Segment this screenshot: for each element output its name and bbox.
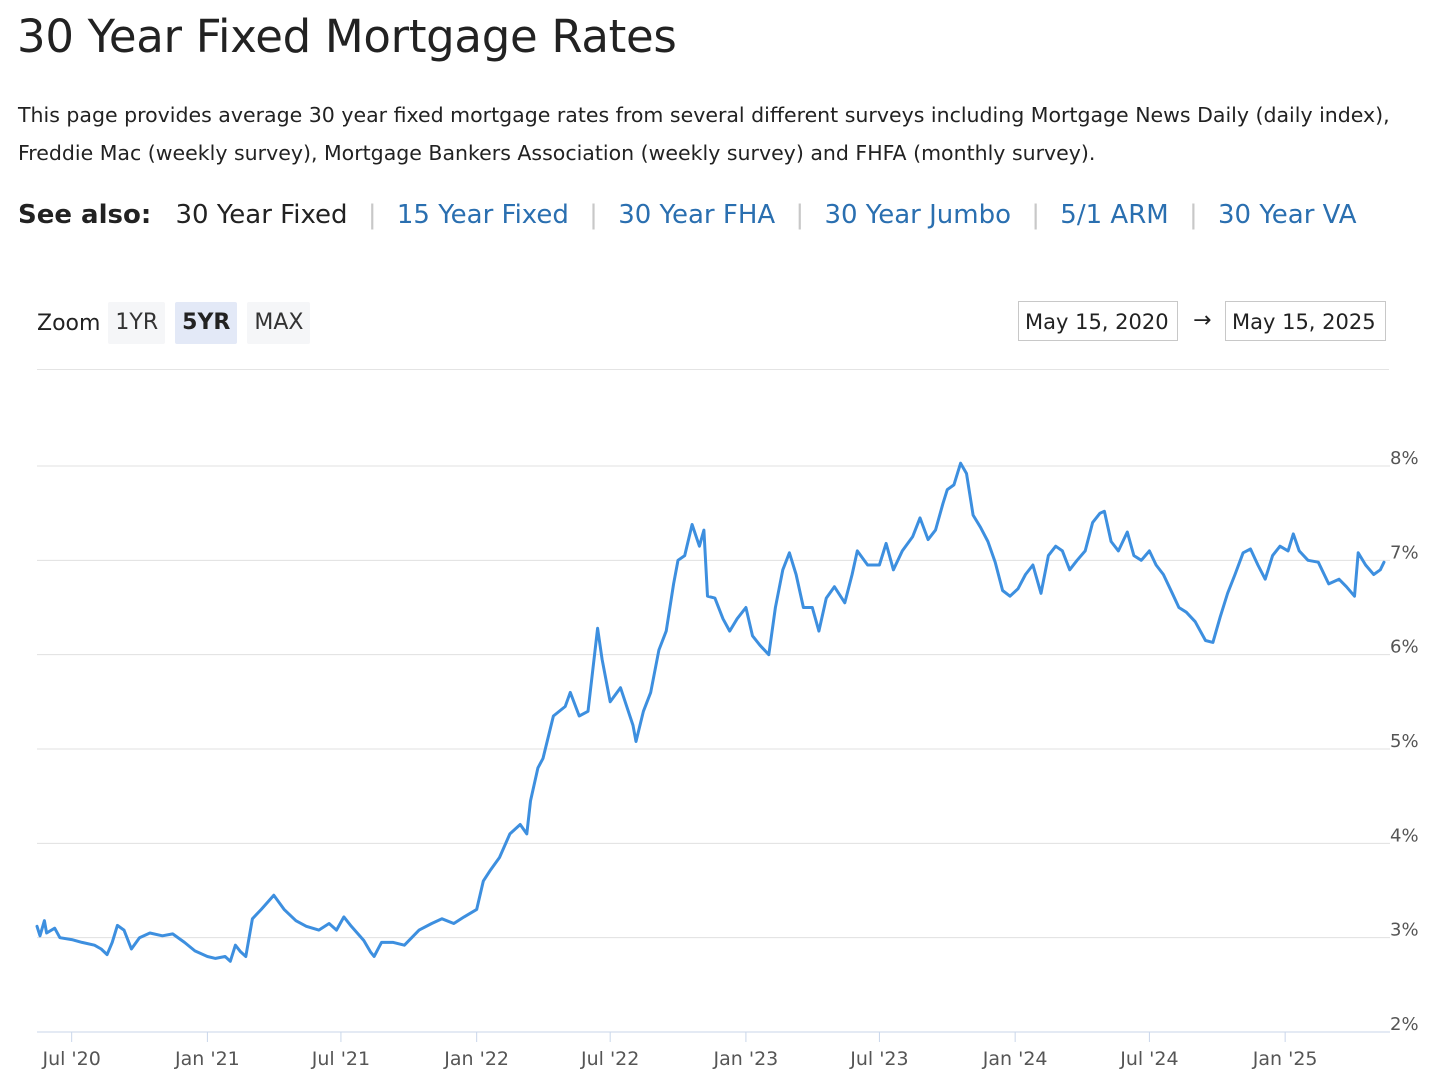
zoom-label: Zoom (37, 310, 101, 336)
separator: | (589, 200, 598, 230)
x-tick-label: Jan '22 (443, 1048, 509, 1070)
y-tick-label: 3% (1390, 920, 1419, 941)
x-tick-label: Jan '23 (713, 1048, 779, 1070)
x-tick-label: Jan '21 (174, 1048, 240, 1070)
y-tick-label: 8% (1390, 448, 1419, 469)
chart-divider (37, 369, 1389, 370)
page-title: 30 Year Fixed Mortgage Rates (17, 10, 677, 63)
y-tick-label: 2% (1390, 1014, 1419, 1035)
separator: | (1031, 200, 1041, 230)
x-tick-label: Jul '24 (1119, 1048, 1178, 1070)
separator: | (367, 200, 377, 230)
date-to-input[interactable]: May 15, 2025 (1225, 301, 1386, 341)
x-tick-label: Jul '22 (580, 1048, 639, 1070)
x-tick-label: Jan '24 (982, 1048, 1048, 1070)
separator: | (1188, 200, 1198, 230)
y-tick-label: 5% (1390, 731, 1419, 752)
link-30-year-jumbo[interactable]: 30 Year Jumbo (824, 200, 1011, 230)
link-30-year-va[interactable]: 30 Year VA (1218, 200, 1357, 230)
y-tick-label: 4% (1390, 825, 1419, 846)
x-tick-label: Jul '20 (41, 1048, 100, 1070)
link-5-1-arm[interactable]: 5/1 ARM (1060, 200, 1169, 230)
see-also-nav: See also: 30 Year Fixed | 15 Year Fixed … (18, 200, 1357, 230)
date-from-input[interactable]: May 15, 2020 (1018, 301, 1178, 341)
x-tick-label: Jul '21 (311, 1048, 370, 1070)
x-tick-label: Jul '23 (849, 1048, 908, 1070)
series-line (35, 461, 1386, 963)
y-tick-label: 7% (1390, 542, 1419, 563)
zoom-1yr-button[interactable]: 1YR (108, 302, 166, 344)
x-tick-label: Jan '25 (1252, 1048, 1318, 1070)
zoom-max-button[interactable]: MAX (247, 302, 311, 344)
separator: | (795, 200, 805, 230)
zoom-5yr-button[interactable]: 5YR (175, 302, 238, 344)
intro-text: This page provides average 30 year fixed… (18, 103, 1390, 165)
rate-chart: 2% 3% 4% 5% 6% 7% 8% Jul '20 Jan '21 Jul '21 Jan '… (35, 448, 1419, 1070)
link-15-year-fixed[interactable]: 15 Year Fixed (396, 200, 569, 230)
see-also-current: 30 Year Fixed (175, 200, 348, 230)
y-tick-label: 6% (1390, 637, 1419, 658)
link-30-year-fha[interactable]: 30 Year FHA (618, 200, 776, 230)
zoom-controls: Zoom 1YR 5YR MAX (37, 302, 320, 344)
arrow-icon: → (1193, 308, 1212, 333)
see-also-label: See also: (18, 200, 152, 230)
